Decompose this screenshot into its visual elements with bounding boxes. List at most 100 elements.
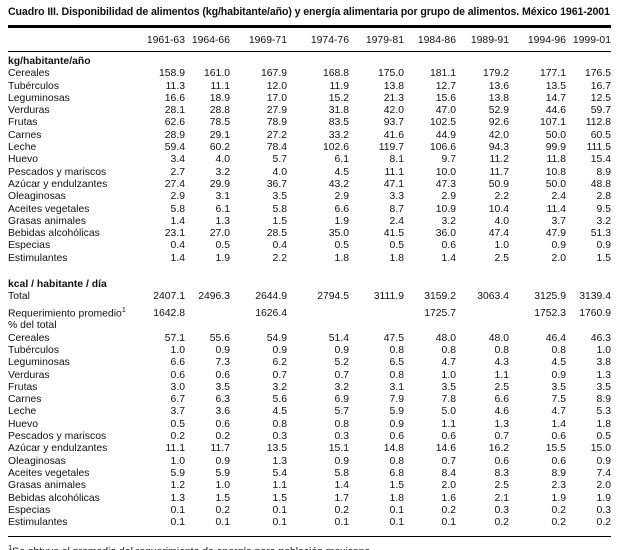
table-row: Grasas animales 1.2 1.0 1.1 1.4 1.5 2.0 2.5 2.3 2… — [8, 480, 611, 492]
row-label: Leguminosas — [8, 92, 70, 104]
cell-value — [185, 320, 230, 332]
cell-value: 0.5 — [334, 240, 349, 252]
cell-value: 0.8 — [389, 369, 404, 381]
row-label: Aceites vegetales — [8, 203, 90, 215]
cell-value: 3111.9 — [373, 291, 404, 303]
cell-value: 0.9 — [334, 345, 349, 356]
cell-value — [404, 320, 456, 332]
cell-value: 4.5 — [334, 166, 349, 178]
cell-value: 168.8 — [322, 68, 349, 80]
row-label: Frutas — [8, 117, 38, 129]
cell-value: 78.9 — [266, 117, 287, 129]
row-label: Bebidas alcohólicas — [8, 228, 100, 240]
cell-value: 12.0 — [266, 80, 287, 92]
row-label: Azúcar y endulzantes — [8, 178, 108, 190]
cell-value: 0.1 — [389, 504, 404, 516]
cell-value: 9.7 — [441, 154, 456, 166]
cell-value: 11.4 — [546, 203, 566, 215]
cell-value: 3063.4 — [477, 291, 509, 303]
cell-value: 3.5 — [215, 381, 230, 393]
cell-value: 0.3 — [334, 431, 349, 443]
cell-value: 0.6 — [215, 369, 230, 381]
cell-value: 3.5 — [551, 381, 566, 393]
cell-value: 7.8 — [441, 394, 456, 406]
cell-value: 3.5 — [272, 191, 287, 203]
cell-value: 1.5 — [272, 215, 287, 227]
row-label: Leche — [8, 142, 37, 154]
cell-value: 0.9 — [551, 369, 566, 381]
cell-value: 6.3 — [215, 394, 230, 406]
row-label: Requerimiento promedio1 — [8, 304, 126, 320]
cell-value — [509, 320, 566, 332]
cell-value: 2.0 — [441, 480, 456, 492]
row-label-header — [8, 27, 128, 52]
cell-value: 6.2 — [272, 357, 287, 369]
cell-value: 5.8 — [272, 203, 287, 215]
cell-value: 5.7 — [334, 406, 349, 418]
cell-value: 1.5 — [389, 480, 404, 492]
cell-value: 28.1 — [164, 105, 185, 117]
cell-value: 15.0 — [590, 443, 611, 455]
cell-value: 11.8 — [546, 154, 566, 166]
cell-value: 111.5 — [586, 142, 611, 154]
cell-value: 0.8 — [551, 345, 566, 356]
cell-value: 1.9 — [596, 492, 611, 504]
table-row: Especias 0.4 0.5 0.4 0.5 0.5 0.6 1.0 0.9 0.9 — [8, 240, 611, 252]
cell-value — [566, 320, 611, 332]
cell-value: 0.9 — [596, 240, 611, 252]
cell-value: 177.1 — [539, 68, 566, 80]
cell-value: 1.1 — [272, 480, 287, 492]
cell-value: 0.5 — [215, 240, 230, 252]
cell-value: 60.5 — [590, 129, 611, 141]
cell-value: 2.1 — [494, 492, 509, 504]
cell-value: 2.5 — [494, 252, 509, 264]
cell-value: 46.4 — [545, 332, 566, 344]
section-header-row: kcal / habitante / día — [8, 275, 611, 291]
cell-value: 1.3 — [215, 215, 230, 227]
cell-value: 6.6 — [170, 357, 185, 369]
table-row: Cereales 158.9 161.0 167.9 168.8 175.0 181.1 17… — [8, 68, 611, 80]
cell-value: 48.8 — [590, 178, 611, 190]
cell-value: 12.7 — [435, 80, 456, 92]
cell-value: 1.4 — [551, 418, 566, 430]
cell-value: 10.8 — [545, 166, 566, 178]
cell-value: 0.3 — [272, 431, 287, 443]
cell-value: 3.2 — [441, 215, 456, 227]
cell-value: 55.6 — [209, 332, 230, 344]
cell-value: 2644.9 — [255, 291, 287, 303]
row-label: Verduras — [8, 369, 50, 381]
row-label: Carnes — [8, 129, 42, 141]
cell-value: 0.3 — [494, 504, 509, 516]
cell-value: 11.1 — [165, 443, 185, 455]
cell-value: 5.7 — [272, 154, 287, 166]
cell-value — [456, 304, 509, 321]
cell-value: 2.9 — [334, 191, 349, 203]
cell-value — [287, 320, 349, 332]
cell-value: 59.7 — [590, 105, 611, 117]
cell-value: 44.9 — [435, 129, 456, 141]
cell-value: 6.6 — [494, 394, 509, 406]
cell-value: 5.9 — [215, 467, 230, 479]
cell-value: 46.3 — [590, 332, 611, 344]
cell-value: 2.0 — [551, 252, 566, 264]
cell-value: 0.1 — [170, 504, 185, 516]
table-title: Cuadro III. Disponibilidad de alimentos … — [8, 6, 610, 18]
cell-value: 0.8 — [389, 455, 404, 467]
cell-value: 0.6 — [494, 455, 509, 467]
cell-value: 62.6 — [164, 117, 185, 129]
row-label: Oleaginosas — [8, 191, 66, 203]
table-row: Verduras 28.1 28.8 27.9 31.8 42.0 47.0 52.9 44.6… — [8, 105, 611, 117]
row-label: Pescados y mariscos — [8, 166, 107, 178]
column-header: 1961-63 — [146, 35, 185, 46]
cell-value: 1.8 — [389, 252, 404, 264]
footnote: 1Se obtuvo el promedio del requerimiento… — [8, 537, 611, 550]
table-row: Tubérculos 1.0 0.9 0.9 0.9 0.8 0.8 0.8 0.8 1.0 — [8, 345, 611, 357]
cell-value: 0.1 — [389, 517, 404, 529]
cell-value: 0.9 — [334, 455, 349, 467]
cell-value: 13.5 — [545, 80, 566, 92]
cell-value: 0.9 — [272, 345, 287, 356]
cell-value: 4.6 — [494, 406, 509, 418]
cell-value: 1.4 — [170, 252, 185, 264]
table-row: Bebidas alcohólicas 1.3 1.5 1.5 1.7 1.8 1.6 2.1… — [8, 493, 611, 505]
table-row: Huevo 3.4 4.0 5.7 6.1 8.1 9.7 11.2 11.8 15.4 — [8, 154, 611, 166]
